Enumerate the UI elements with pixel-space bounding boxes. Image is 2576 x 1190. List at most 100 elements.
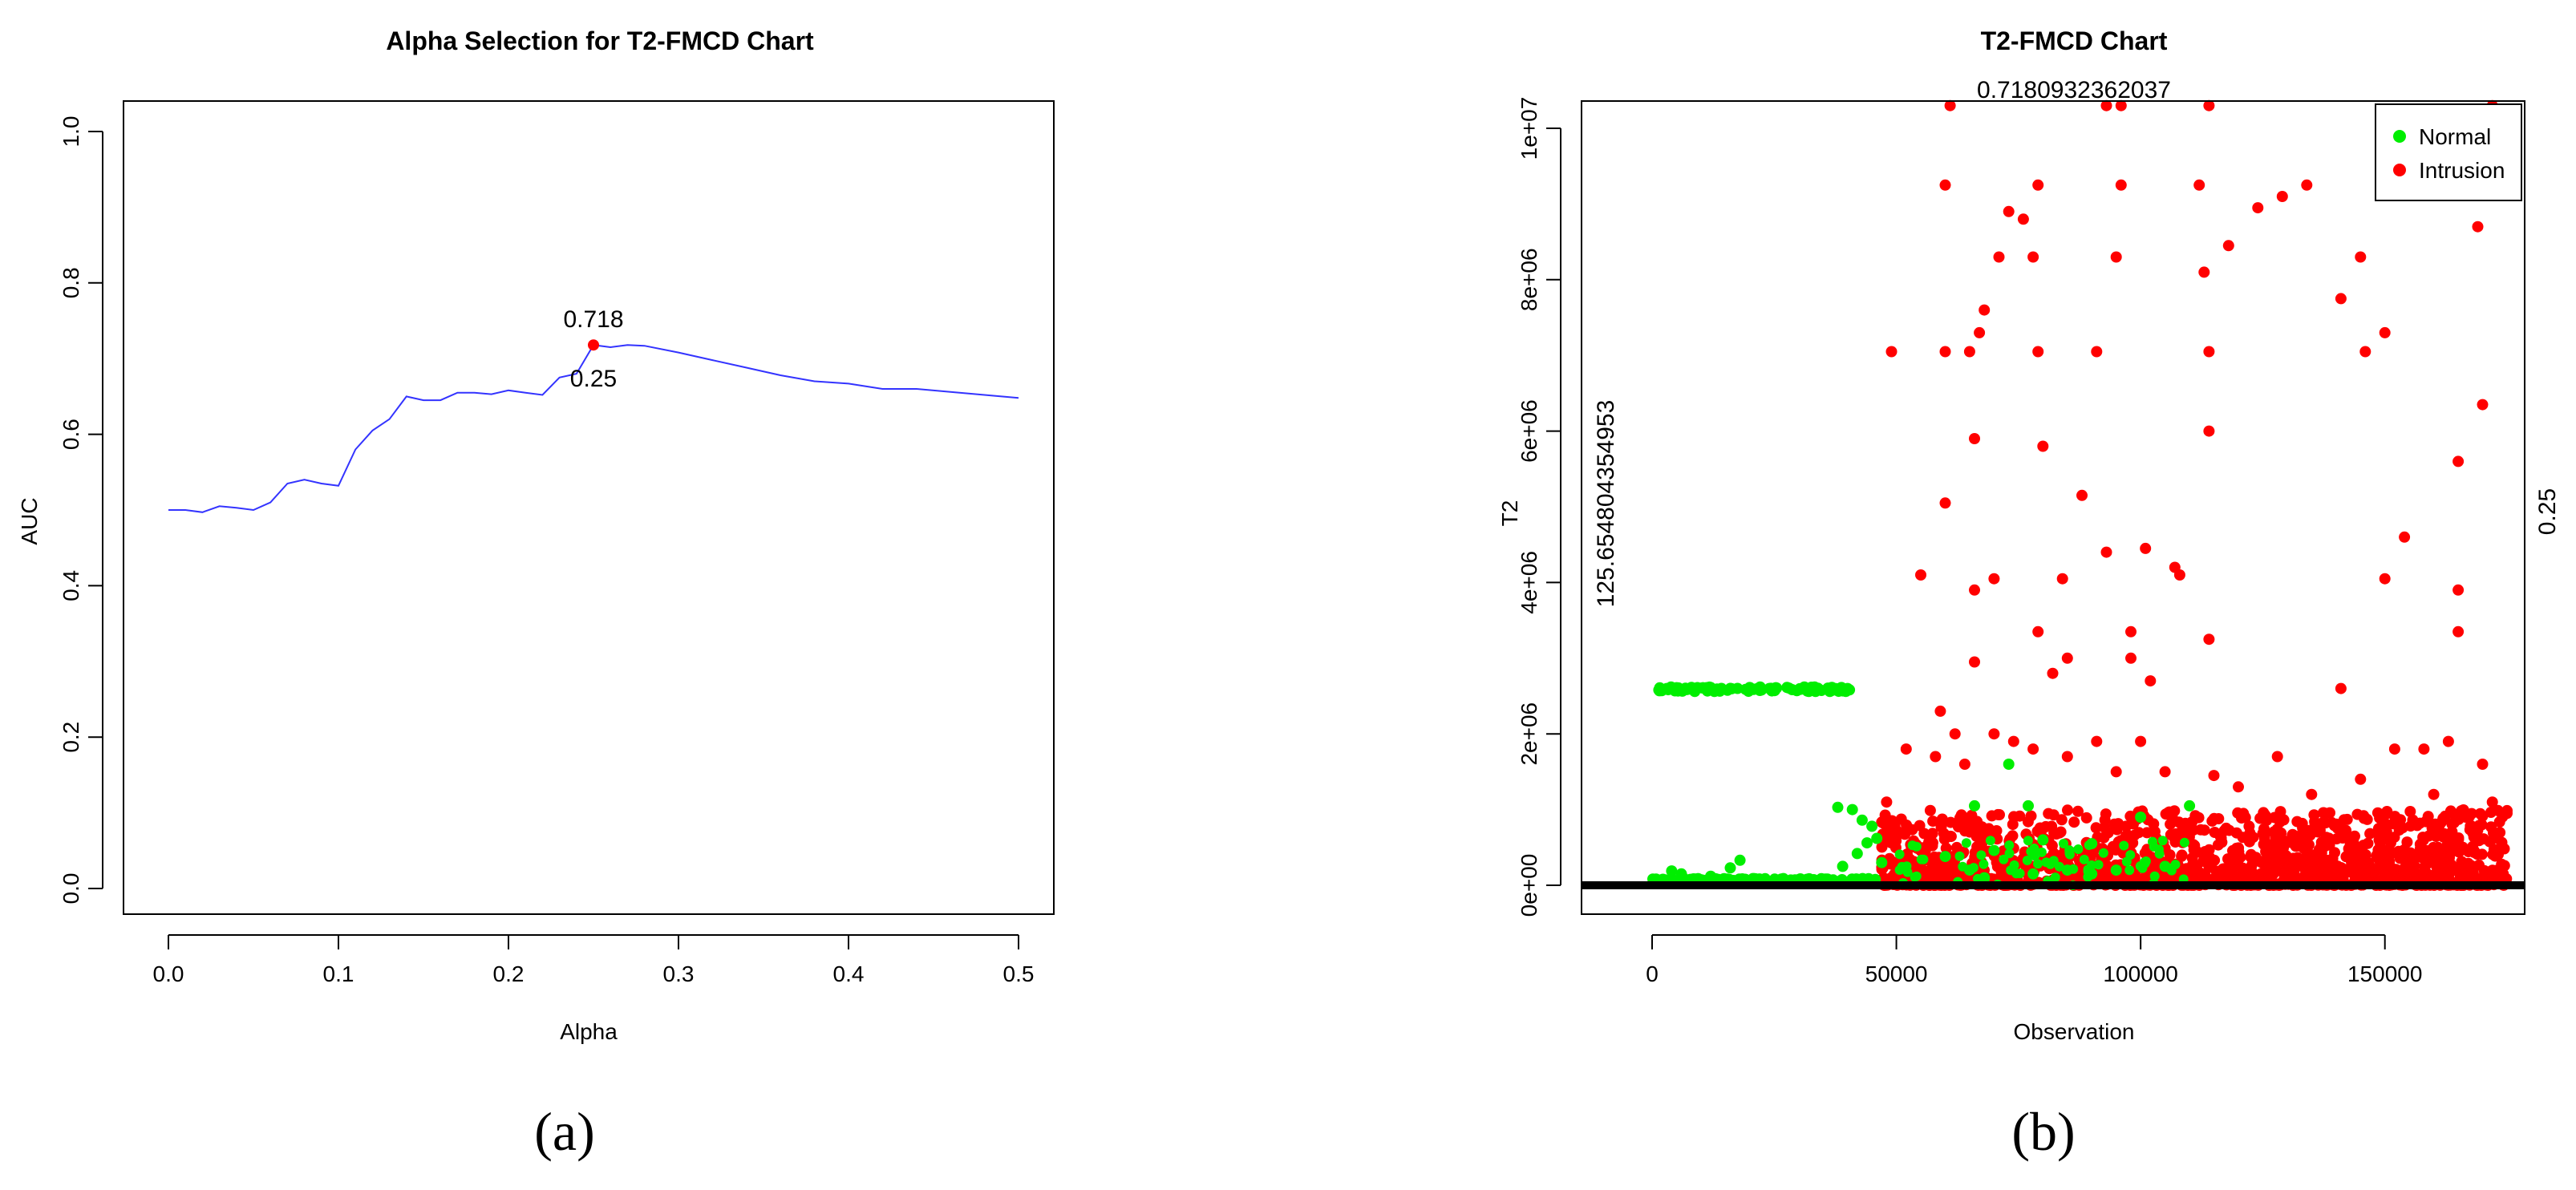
normal-point bbox=[2004, 848, 2015, 859]
intrusion-point bbox=[1993, 251, 2005, 263]
intrusion-point bbox=[1940, 842, 1952, 854]
normal-point bbox=[2030, 851, 2040, 861]
normal-point bbox=[1841, 682, 1853, 694]
intrusion-point bbox=[2388, 743, 2400, 755]
normal-point bbox=[1979, 872, 1991, 884]
intrusion-point bbox=[2438, 828, 2450, 840]
intrusion-point bbox=[2323, 832, 2335, 844]
normal-point bbox=[1734, 854, 1746, 866]
y-tick-label: 0.8 bbox=[59, 267, 83, 298]
intrusion-point bbox=[2271, 751, 2283, 763]
intrusion-point bbox=[2473, 820, 2485, 832]
normal-point bbox=[1985, 836, 1995, 846]
intrusion-point bbox=[2469, 847, 2480, 859]
intrusion-point bbox=[2115, 99, 2127, 111]
intrusion-point bbox=[2390, 864, 2402, 876]
x-tick-label: 0.1 bbox=[323, 961, 354, 986]
intrusion-point bbox=[2452, 455, 2465, 468]
intrusion-point bbox=[2334, 820, 2346, 832]
intrusion-point bbox=[2318, 816, 2330, 828]
intrusion-point bbox=[1974, 326, 1986, 338]
intrusion-point bbox=[2324, 807, 2335, 819]
normal-point bbox=[2023, 836, 2033, 846]
intrusion-point bbox=[2428, 788, 2440, 800]
intrusion-point bbox=[2392, 815, 2403, 827]
intrusion-point bbox=[2255, 868, 2267, 880]
intrusion-point bbox=[2209, 827, 2221, 838]
intrusion-point bbox=[1918, 828, 1930, 840]
chart-b-title: T2-FMCD Chart bbox=[1981, 26, 2168, 55]
intrusion-point bbox=[2135, 735, 2147, 747]
intrusion-point bbox=[2120, 820, 2132, 832]
intrusion-point bbox=[2348, 855, 2360, 867]
intrusion-point bbox=[2266, 857, 2278, 869]
chart-a-y-label: AUC bbox=[17, 497, 42, 544]
intrusion-point bbox=[2414, 817, 2426, 829]
intrusion-point bbox=[2027, 251, 2039, 263]
intrusion-point bbox=[2061, 652, 2073, 664]
normal-point bbox=[1675, 868, 1687, 880]
intrusion-point bbox=[2110, 766, 2122, 778]
normal-point bbox=[2064, 845, 2075, 856]
intrusion-point bbox=[2486, 796, 2498, 808]
intrusion-point bbox=[1969, 656, 1980, 668]
intrusion-point bbox=[2099, 814, 2111, 826]
normal-point bbox=[2011, 868, 2022, 879]
intrusion-point bbox=[2404, 806, 2416, 817]
intrusion-point bbox=[2102, 827, 2114, 839]
intrusion-point bbox=[2399, 531, 2411, 543]
intrusion-point bbox=[2032, 179, 2044, 191]
legend-normal-label: Normal bbox=[2419, 124, 2491, 149]
intrusion-point bbox=[2195, 824, 2207, 836]
intrusion-point bbox=[2379, 326, 2391, 338]
intrusion-point bbox=[2465, 820, 2477, 832]
x-tick-label: 0.4 bbox=[833, 961, 865, 986]
normal-point bbox=[2059, 839, 2068, 848]
intrusion-point bbox=[2032, 625, 2044, 638]
normal-point bbox=[2184, 799, 2196, 812]
intrusion-point bbox=[2422, 811, 2434, 823]
intrusion-point bbox=[2359, 346, 2371, 358]
normal-point bbox=[2029, 843, 2039, 853]
intrusion-point bbox=[2364, 828, 2376, 840]
intrusion-point bbox=[2472, 221, 2484, 233]
intrusion-point bbox=[2379, 573, 2391, 585]
chart-b-subtitle: 0.7180932362037 bbox=[1977, 77, 2171, 103]
intrusion-point bbox=[2381, 806, 2393, 817]
intrusion-point bbox=[2115, 179, 2127, 191]
normal-point bbox=[1724, 682, 1736, 694]
intrusion-point bbox=[2128, 829, 2141, 841]
intrusion-point bbox=[2323, 868, 2335, 880]
normal-point bbox=[1939, 851, 1951, 863]
intrusion-point bbox=[2371, 807, 2384, 819]
intrusion-point bbox=[2203, 346, 2215, 358]
intrusion-point bbox=[2193, 812, 2205, 824]
intrusion-point bbox=[2025, 810, 2037, 822]
normal-point bbox=[1897, 861, 1907, 872]
best-alpha-marker bbox=[588, 339, 599, 351]
normal-point bbox=[2087, 860, 2096, 870]
normal-point bbox=[2098, 848, 2108, 858]
normal-point bbox=[1963, 864, 1975, 876]
x-tick-label: 0.0 bbox=[153, 961, 184, 986]
intrusion-point bbox=[2351, 844, 2363, 856]
intrusion-point bbox=[1969, 584, 1980, 596]
intrusion-point bbox=[1934, 705, 1946, 717]
intrusion-point bbox=[2477, 399, 2489, 411]
normal-point bbox=[1856, 814, 1868, 826]
intrusion-point bbox=[2442, 735, 2454, 747]
y-tick-label: 0.0 bbox=[59, 873, 83, 905]
normal-point bbox=[2110, 864, 2122, 876]
normal-point bbox=[1822, 682, 1834, 694]
intrusion-point bbox=[2244, 827, 2256, 839]
intrusion-point bbox=[1991, 825, 2003, 836]
legend-box bbox=[2375, 103, 2522, 201]
intrusion-point bbox=[1926, 828, 1938, 840]
intrusion-point bbox=[2331, 860, 2343, 872]
normal-point bbox=[1916, 854, 1926, 864]
intrusion-point bbox=[2366, 862, 2378, 874]
intrusion-point bbox=[1886, 815, 1898, 827]
normal-point bbox=[2027, 868, 2039, 880]
normal-point bbox=[1871, 832, 1883, 844]
intrusion-point bbox=[2430, 850, 2442, 862]
